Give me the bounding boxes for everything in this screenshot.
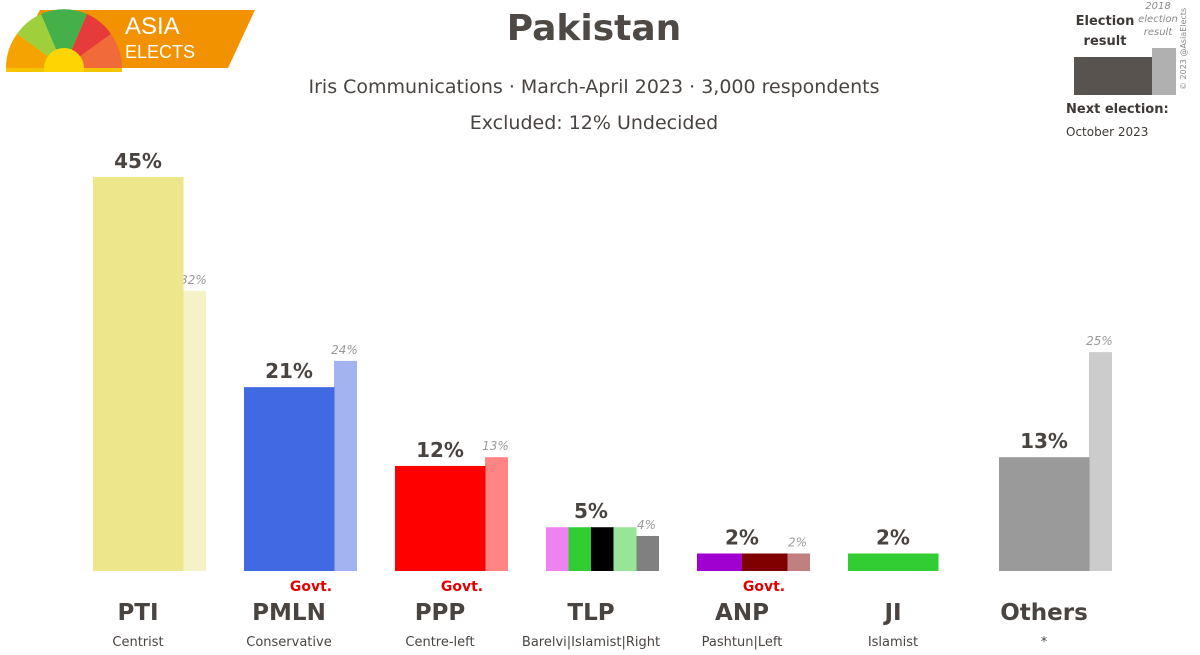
party-name-pmln: PMLN [252,600,326,626]
logo-line1: ASIA [125,13,180,40]
prev-label-ppp: 13% [482,439,509,453]
prev-label-pmln: 24% [331,343,358,357]
bar-prev-pti [183,290,206,571]
legend-previous-swatch [1152,48,1176,95]
bar-tlp-seg2 [591,527,614,571]
value-label-tlp: 5% [574,499,608,523]
party-name-others: Others [1000,600,1088,626]
bar-prev-ppp [485,457,508,571]
bar-tlp-seg3 [613,527,637,571]
asia-elects-logo: ASIA ELECTS [5,9,255,72]
next-election-label: Next election: [1066,102,1169,117]
prev-label-anp: 2% [788,535,807,549]
party-ideology-anp: Pashtun|Left [702,635,783,650]
page-title: Pakistan [506,8,682,49]
party-ideology-ji: Islamist [868,635,918,650]
poll-subtitle: Iris Communications · March-April 2023 ·… [308,76,880,98]
party-name-ppp: PPP [415,600,466,626]
value-label-pti: 45% [114,149,162,173]
legend-current-label: Election result [1075,14,1135,49]
govt-label-ppp: Govt. [441,579,483,595]
party-name-pti: PTI [117,600,158,626]
prev-label-others: 25% [1086,334,1113,348]
legend: Election result 2018 election result Nex… [1060,0,1200,150]
party-ideology-others: * [1041,635,1048,650]
legend-current-swatch [1074,57,1154,95]
logo-fan-icon [5,9,255,72]
party-name-anp: ANP [715,600,769,626]
prev-label-pti: 32% [180,273,207,287]
value-label-ppp: 12% [416,438,464,462]
party-ideology-pmln: Conservative [246,635,331,650]
govt-label-anp: Govt. [743,579,785,595]
party-name-tlp: TLP [567,600,614,626]
bar-pti [93,177,184,571]
bar-prev-others [1089,352,1112,571]
value-label-ji: 2% [876,525,910,549]
next-election-date: October 2023 [1066,125,1149,139]
bar-anp-seg1 [742,553,788,571]
logo-line2: ELECTS [125,42,195,62]
party-ideology-ppp: Centre-left [405,635,474,650]
bar-ppp [395,465,486,571]
bar-prev-anp [787,553,810,571]
bar-tlp-seg0 [546,527,569,571]
bar-others [999,457,1090,571]
bar-ji [848,553,939,571]
party-name-ji: JI [882,600,901,626]
bar-pmln [244,387,335,571]
bar-anp-seg0 [697,553,743,571]
value-label-pmln: 21% [265,359,313,383]
bar-tlp-seg1 [568,527,592,571]
bar-prev-pmln [334,360,357,571]
value-label-others: 13% [1020,429,1068,453]
excluded-note: Excluded: 12% Undecided [469,112,719,134]
prev-label-tlp: 4% [637,518,656,532]
govt-label-pmln: Govt. [290,579,332,595]
party-ideology-pti: Centrist [112,635,163,650]
value-label-anp: 2% [725,525,759,549]
bar-prev-tlp [636,535,659,571]
party-ideology-tlp: Barelvi|Islamist|Right [522,635,660,650]
legend-previous-label: 2018 election result [1138,1,1178,38]
